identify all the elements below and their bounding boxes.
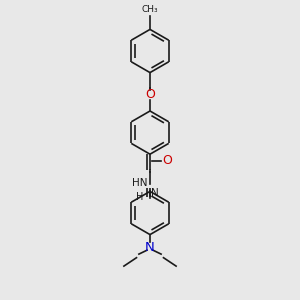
Text: HN: HN [132, 178, 148, 188]
Text: H: H [136, 192, 143, 203]
Text: O: O [145, 88, 155, 101]
Text: O: O [163, 154, 172, 167]
Text: N: N [152, 188, 159, 198]
Text: CH₃: CH₃ [142, 5, 158, 14]
Text: N: N [145, 241, 155, 254]
